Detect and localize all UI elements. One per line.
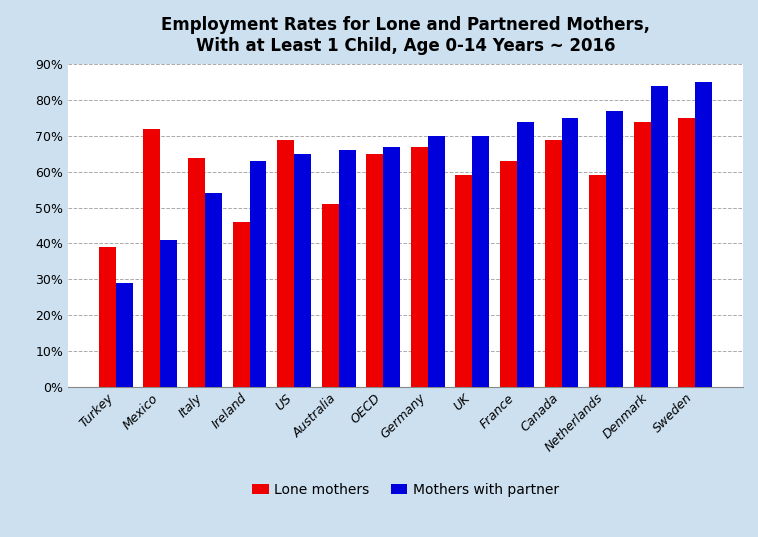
Bar <box>321 204 339 387</box>
Bar <box>294 154 311 387</box>
Bar <box>249 161 267 387</box>
Bar <box>366 154 384 387</box>
Bar <box>188 157 205 387</box>
Bar <box>634 122 650 387</box>
Bar <box>678 118 695 387</box>
Bar <box>411 147 428 387</box>
Bar <box>517 122 534 387</box>
Bar <box>456 176 472 387</box>
Bar <box>500 161 517 387</box>
Bar <box>205 193 222 387</box>
Bar <box>544 140 562 387</box>
Bar <box>161 240 177 387</box>
Bar <box>428 136 445 387</box>
Bar <box>233 222 249 387</box>
Bar <box>606 111 623 387</box>
Bar <box>277 140 294 387</box>
Bar <box>650 86 668 387</box>
Bar <box>562 118 578 387</box>
Bar <box>339 150 356 387</box>
Legend: Lone mothers, Mothers with partner: Lone mothers, Mothers with partner <box>246 477 565 502</box>
Bar <box>99 247 116 387</box>
Bar <box>143 129 161 387</box>
Title: Employment Rates for Lone and Partnered Mothers,
With at Least 1 Child, Age 0-14: Employment Rates for Lone and Partnered … <box>161 16 650 55</box>
Bar <box>695 82 713 387</box>
Bar <box>589 176 606 387</box>
Bar <box>384 147 400 387</box>
Bar <box>116 283 133 387</box>
Bar <box>472 136 490 387</box>
